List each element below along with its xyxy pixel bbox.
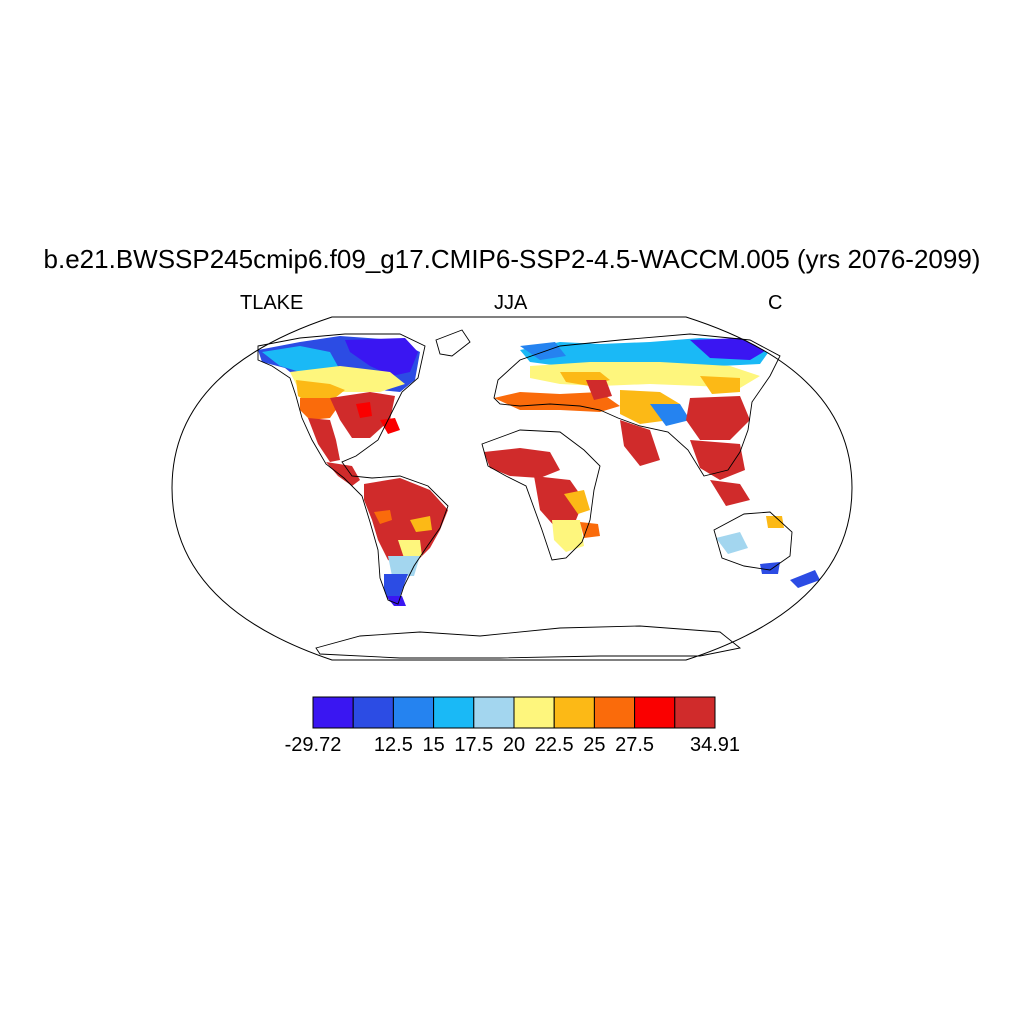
map-title: b.e21.BWSSP245cmip6.f09_g17.CMIP6-SSP2-4…	[43, 244, 981, 274]
africa-lakes	[484, 448, 600, 552]
colorbar-tick-label: 20	[502, 734, 526, 756]
colorbar-swatch	[513, 696, 555, 729]
colorbar-swatch	[392, 696, 435, 729]
eurasia-lakes	[494, 338, 770, 506]
colorbar-tick-label: 15	[422, 734, 445, 756]
south-america-lakes	[364, 478, 448, 606]
colorbar-tick-label: 27.5	[615, 734, 655, 756]
colorbar-tick-label: 25	[583, 734, 606, 756]
variable-label: TLAKE	[240, 292, 304, 314]
colorbar-tick-label: 12.5	[373, 734, 413, 756]
season-label: JJA	[494, 292, 528, 314]
colorbar-swatch	[674, 696, 716, 729]
australia-lakes	[716, 516, 820, 588]
units-label: C	[768, 292, 783, 314]
coastlines	[257, 329, 793, 659]
colorbar-swatch	[352, 696, 394, 729]
colorbar-swatch	[553, 696, 595, 729]
colorbar-tick-label: 34.91	[689, 734, 741, 756]
map-border	[171, 316, 853, 661]
colorbar-swatch	[312, 696, 354, 729]
colorbar-swatch	[593, 696, 636, 729]
colorbar-swatch	[634, 696, 676, 729]
colorbar-tick-label: 17.5	[454, 734, 494, 756]
colorbar-swatch	[433, 696, 475, 729]
colorbar-swatch	[473, 696, 515, 729]
north-america-lakes	[258, 336, 420, 486]
colorbar-tick-label: 22.5	[534, 734, 574, 756]
colorbar-tick-label: -29.72	[284, 734, 342, 756]
